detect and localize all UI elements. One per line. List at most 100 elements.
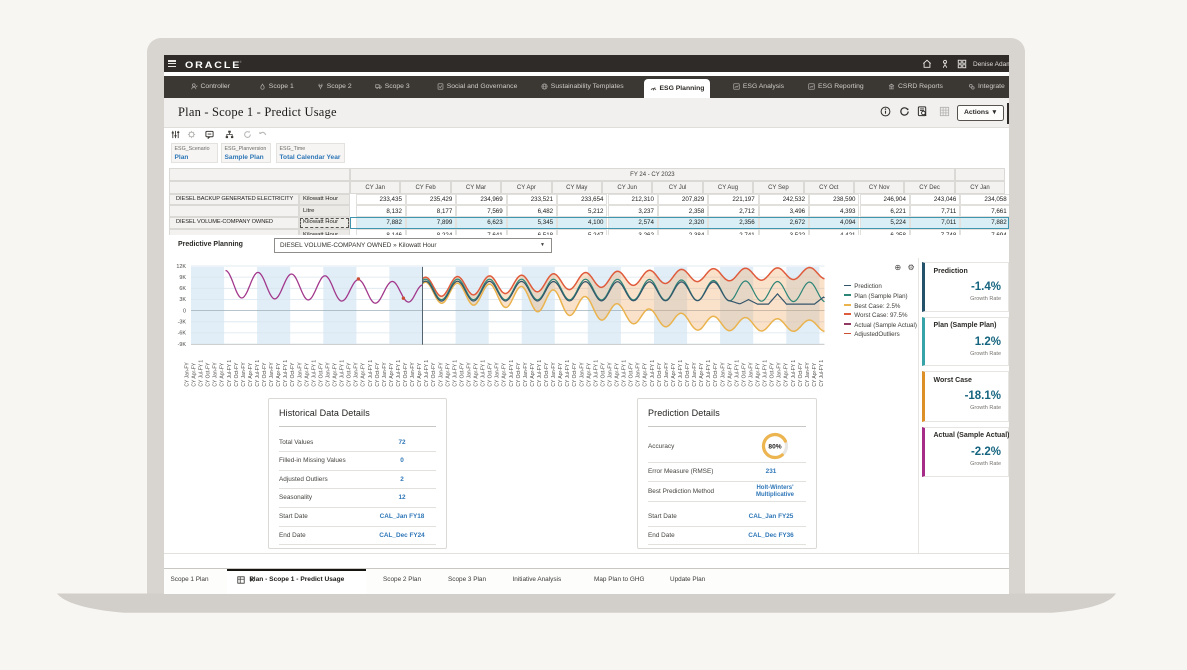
svg-text:CY Jul-FY 1: CY Jul-FY 1 bbox=[593, 360, 599, 387]
svg-text:CY Jan-FY: CY Jan-FY bbox=[410, 362, 416, 387]
svg-text:CY Jul-FY 1: CY Jul-FY 1 bbox=[339, 360, 345, 387]
svg-text:CY Apr-FY: CY Apr-FY bbox=[191, 363, 197, 387]
svg-text:CY Oct-FY: CY Oct-FY bbox=[487, 362, 493, 387]
svg-text:CY Jan-FY: CY Jan-FY bbox=[466, 362, 472, 387]
svg-text:CY Oct-FY: CY Oct-FY bbox=[628, 362, 634, 387]
svg-text:CY Apr-FY: CY Apr-FY bbox=[276, 363, 282, 387]
svg-text:CY Jul-FY 1: CY Jul-FY 1 bbox=[226, 360, 232, 387]
svg-text:CY Oct-FY: CY Oct-FY bbox=[459, 362, 465, 387]
svg-text:CY Apr-FY: CY Apr-FY bbox=[699, 363, 705, 387]
svg-text:CY Oct-FY: CY Oct-FY bbox=[685, 362, 691, 387]
svg-text:CY Jan-FY: CY Jan-FY bbox=[776, 362, 782, 387]
svg-text:CY Apr-FY: CY Apr-FY bbox=[332, 363, 338, 387]
svg-text:CY Apr-FY: CY Apr-FY bbox=[388, 363, 394, 387]
svg-text:CY Apr-FY: CY Apr-FY bbox=[755, 363, 761, 387]
svg-text:CY Oct-FY: CY Oct-FY bbox=[572, 362, 578, 387]
svg-text:CY Jan-FY: CY Jan-FY bbox=[494, 362, 500, 387]
svg-text:CY Oct-FY: CY Oct-FY bbox=[346, 362, 352, 387]
svg-text:CY Jan-FY: CY Jan-FY bbox=[804, 362, 810, 387]
svg-text:CY Apr-FY: CY Apr-FY bbox=[304, 363, 310, 387]
svg-text:CY Jul-FY 1: CY Jul-FY 1 bbox=[678, 360, 684, 387]
svg-text:-3K: -3K bbox=[177, 320, 186, 326]
svg-text:CY Apr-FY: CY Apr-FY bbox=[529, 363, 535, 387]
svg-text:CY Jul-FY 1: CY Jul-FY 1 bbox=[537, 360, 543, 387]
svg-text:CY Jul-FY 1: CY Jul-FY 1 bbox=[790, 360, 796, 387]
svg-text:CY Oct-FY: CY Oct-FY bbox=[797, 362, 803, 387]
svg-text:0: 0 bbox=[183, 309, 186, 315]
svg-text:CY Jan-FY: CY Jan-FY bbox=[663, 362, 669, 387]
svg-text:CY Jul-FY 1: CY Jul-FY 1 bbox=[198, 360, 204, 387]
svg-text:CY Apr-FY: CY Apr-FY bbox=[727, 363, 733, 387]
svg-text:CY Oct-FY: CY Oct-FY bbox=[713, 362, 719, 387]
svg-text:CY Jan-FY: CY Jan-FY bbox=[438, 362, 444, 387]
svg-text:CY Apr-FY: CY Apr-FY bbox=[501, 363, 507, 387]
svg-text:CY Oct-FY: CY Oct-FY bbox=[769, 362, 775, 387]
svg-text:CY Oct-FY: CY Oct-FY bbox=[205, 362, 211, 387]
svg-text:CY Jul-FY 1: CY Jul-FY 1 bbox=[762, 360, 768, 387]
svg-text:CY Jan-FY: CY Jan-FY bbox=[269, 362, 275, 387]
svg-text:CY Jan-FY: CY Jan-FY bbox=[522, 362, 528, 387]
svg-text:CY Jan-FY: CY Jan-FY bbox=[635, 362, 641, 387]
svg-text:CY Jul-FY 1: CY Jul-FY 1 bbox=[734, 360, 740, 387]
svg-text:CY Apr-FY: CY Apr-FY bbox=[670, 363, 676, 387]
svg-text:CY Oct-FY: CY Oct-FY bbox=[262, 362, 268, 387]
svg-text:CY Jul-FY 1: CY Jul-FY 1 bbox=[424, 360, 430, 387]
svg-text:CY Oct-FY: CY Oct-FY bbox=[403, 362, 409, 387]
svg-text:CY Apr-FY: CY Apr-FY bbox=[473, 363, 479, 387]
svg-text:CY Apr-FY: CY Apr-FY bbox=[614, 363, 620, 387]
svg-text:CY Jul-FY 1: CY Jul-FY 1 bbox=[255, 360, 261, 387]
svg-text:CY Oct-FY: CY Oct-FY bbox=[544, 362, 550, 387]
svg-text:CY Apr-FY: CY Apr-FY bbox=[417, 363, 423, 387]
svg-text:CY Apr-FY: CY Apr-FY bbox=[586, 363, 592, 387]
svg-text:CY Oct-FY: CY Oct-FY bbox=[290, 362, 296, 387]
svg-text:CY Jul-FY 1: CY Jul-FY 1 bbox=[508, 360, 514, 387]
svg-text:CY Jan-FY: CY Jan-FY bbox=[184, 362, 190, 387]
svg-text:CY Jul-FY 1: CY Jul-FY 1 bbox=[819, 360, 825, 387]
svg-text:12K: 12K bbox=[176, 264, 186, 270]
svg-text:CY Apr-FY: CY Apr-FY bbox=[219, 363, 225, 387]
svg-text:CY Apr-FY: CY Apr-FY bbox=[811, 363, 817, 387]
svg-text:CY Oct-FY: CY Oct-FY bbox=[374, 362, 380, 387]
svg-text:CY Apr-FY: CY Apr-FY bbox=[445, 363, 451, 387]
svg-text:CY Jan-FY: CY Jan-FY bbox=[353, 362, 359, 387]
svg-text:CY Jul-FY 1: CY Jul-FY 1 bbox=[367, 360, 373, 387]
svg-text:CY Apr-FY: CY Apr-FY bbox=[642, 363, 648, 387]
svg-text:CY Jan-FY: CY Jan-FY bbox=[579, 362, 585, 387]
svg-text:-6K: -6K bbox=[177, 331, 186, 337]
svg-text:CY Apr-FY: CY Apr-FY bbox=[247, 363, 253, 387]
svg-text:CY Jan-FY: CY Jan-FY bbox=[720, 362, 726, 387]
svg-text:CY Jan-FY: CY Jan-FY bbox=[607, 362, 613, 387]
svg-text:CY Jan-FY: CY Jan-FY bbox=[381, 362, 387, 387]
svg-text:CY Oct-FY: CY Oct-FY bbox=[318, 362, 324, 387]
svg-text:CY Oct-FY: CY Oct-FY bbox=[431, 362, 437, 387]
svg-text:9K: 9K bbox=[179, 275, 186, 281]
svg-text:80%: 80% bbox=[768, 443, 781, 450]
svg-text:CY Jul-FY 1: CY Jul-FY 1 bbox=[565, 360, 571, 387]
svg-text:CY Oct-FY: CY Oct-FY bbox=[656, 362, 662, 387]
svg-text:CY Jul-FY 1: CY Jul-FY 1 bbox=[452, 360, 458, 387]
svg-text:CY Jan-FY: CY Jan-FY bbox=[240, 362, 246, 387]
svg-text:CY Oct-FY: CY Oct-FY bbox=[741, 362, 747, 387]
svg-text:6K: 6K bbox=[179, 286, 186, 292]
svg-text:CY Jan-FY: CY Jan-FY bbox=[551, 362, 557, 387]
svg-text:CY Jul-FY 1: CY Jul-FY 1 bbox=[283, 360, 289, 387]
svg-text:CY Jul-FY 1: CY Jul-FY 1 bbox=[706, 360, 712, 387]
svg-text:CY Jan-FY: CY Jan-FY bbox=[325, 362, 331, 387]
svg-text:CY Oct-FY: CY Oct-FY bbox=[233, 362, 239, 387]
svg-text:CY Jan-FY: CY Jan-FY bbox=[297, 362, 303, 387]
svg-text:CY Apr-FY: CY Apr-FY bbox=[783, 363, 789, 387]
svg-text:CY Jan-FY: CY Jan-FY bbox=[748, 362, 754, 387]
svg-text:CY Jan-FY: CY Jan-FY bbox=[692, 362, 698, 387]
svg-text:CY Jan-FY: CY Jan-FY bbox=[212, 362, 218, 387]
svg-text:CY Jul-FY 1: CY Jul-FY 1 bbox=[621, 360, 627, 387]
svg-text:CY Apr-FY: CY Apr-FY bbox=[360, 363, 366, 387]
svg-text:-9K: -9K bbox=[177, 342, 186, 348]
svg-text:CY Oct-FY: CY Oct-FY bbox=[600, 362, 606, 387]
svg-text:CY Apr-FY: CY Apr-FY bbox=[558, 363, 564, 387]
svg-text:3K: 3K bbox=[179, 298, 186, 304]
svg-text:CY Jul-FY 1: CY Jul-FY 1 bbox=[480, 360, 486, 387]
svg-text:CY Jul-FY 1: CY Jul-FY 1 bbox=[396, 360, 402, 387]
svg-text:CY Jul-FY 1: CY Jul-FY 1 bbox=[311, 360, 317, 387]
svg-text:CY Oct-FY: CY Oct-FY bbox=[515, 362, 521, 387]
svg-text:CY Jul-FY 1: CY Jul-FY 1 bbox=[649, 360, 655, 387]
